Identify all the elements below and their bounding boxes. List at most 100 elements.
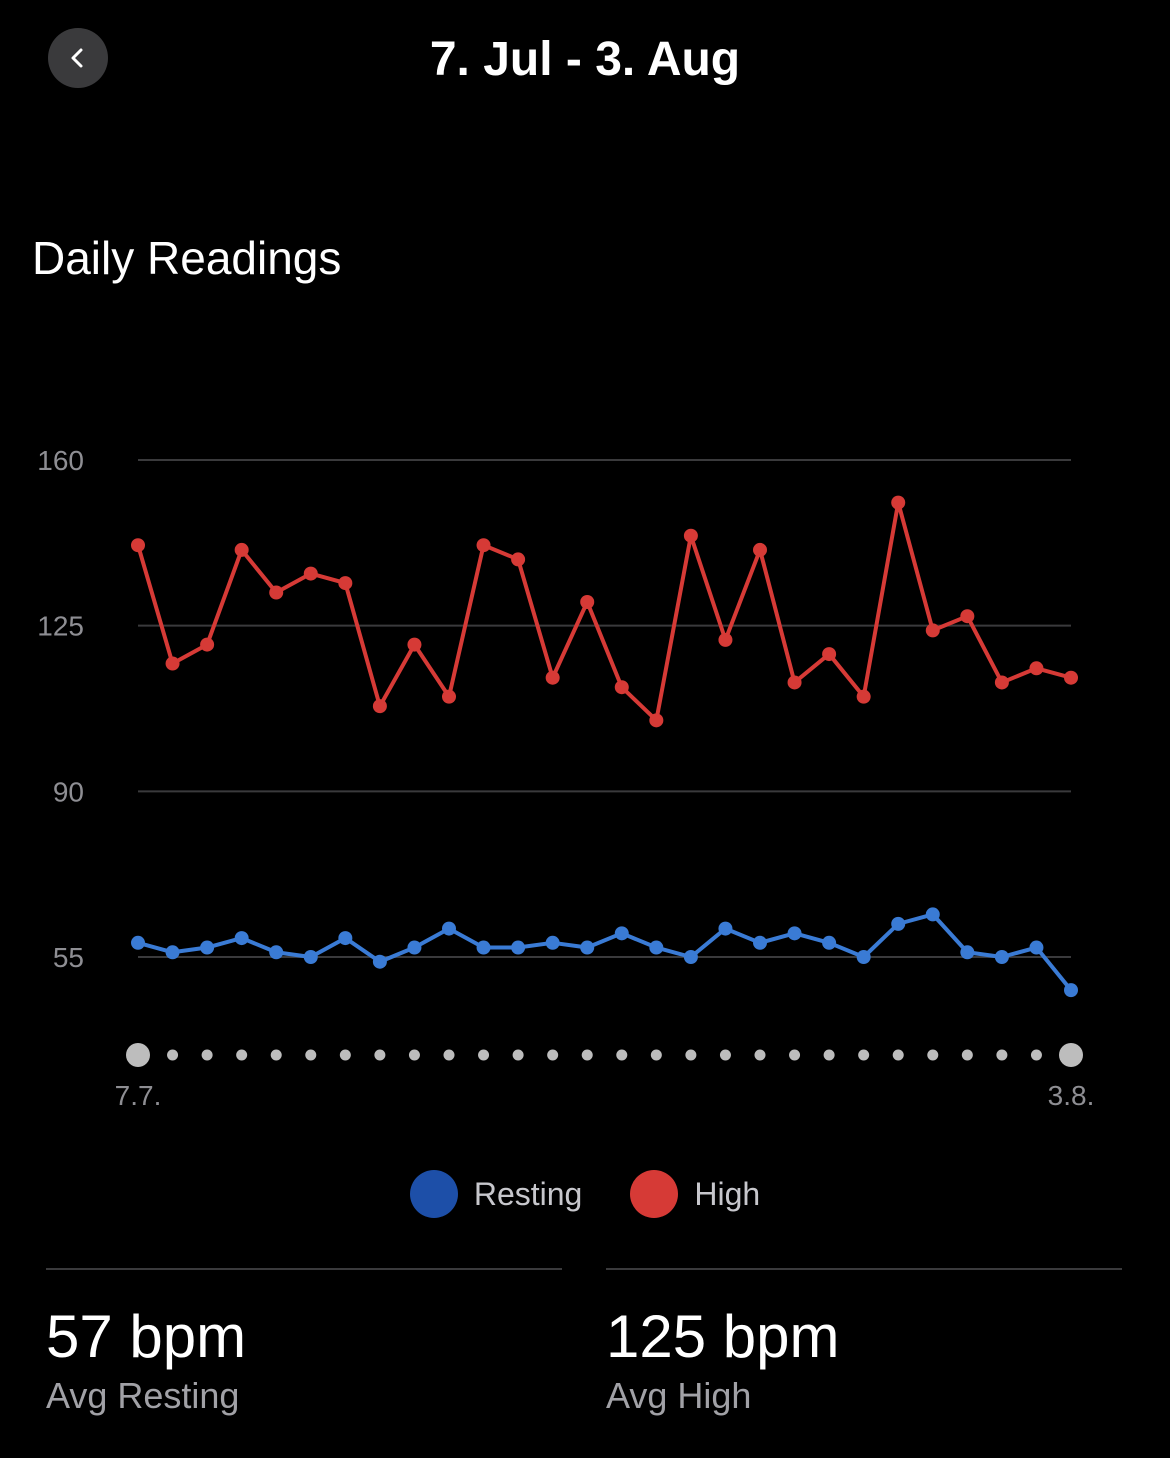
data-point-resting bbox=[131, 935, 145, 950]
data-point-high bbox=[545, 670, 560, 685]
data-point-resting bbox=[649, 940, 664, 955]
day-marker bbox=[408, 1049, 420, 1061]
day-marker bbox=[1030, 1049, 1042, 1061]
data-point-resting bbox=[1029, 940, 1044, 955]
data-point-high bbox=[338, 576, 353, 591]
data-point-high bbox=[925, 623, 940, 638]
data-point-high bbox=[234, 542, 249, 557]
back-button[interactable] bbox=[48, 28, 108, 88]
data-point-resting bbox=[200, 940, 215, 955]
data-point-resting bbox=[787, 926, 802, 941]
data-point-high bbox=[511, 552, 526, 567]
day-marker bbox=[996, 1049, 1008, 1061]
day-marker bbox=[547, 1049, 559, 1061]
chart-legend: Resting High bbox=[0, 1170, 1170, 1218]
day-marker bbox=[512, 1049, 524, 1061]
data-point-high bbox=[200, 637, 215, 652]
day-marker bbox=[892, 1049, 904, 1061]
stat-label: Avg Resting bbox=[46, 1375, 240, 1416]
data-point-high bbox=[165, 656, 180, 671]
x-tick-label-start: 7.7. bbox=[115, 1080, 162, 1111]
day-marker bbox=[167, 1049, 179, 1061]
stat-value: 125 bpm bbox=[606, 1303, 840, 1370]
data-point-resting bbox=[372, 954, 387, 969]
day-marker bbox=[616, 1049, 628, 1061]
data-point-resting bbox=[269, 945, 284, 960]
day-marker bbox=[443, 1049, 455, 1061]
day-marker bbox=[927, 1049, 939, 1061]
y-tick-label: 90 bbox=[53, 776, 84, 807]
day-marker bbox=[719, 1049, 731, 1061]
data-point-high bbox=[718, 632, 733, 647]
data-point-high bbox=[856, 689, 871, 704]
day-marker bbox=[236, 1049, 248, 1061]
day-marker bbox=[754, 1049, 766, 1061]
day-marker bbox=[961, 1049, 973, 1061]
data-point-resting bbox=[545, 935, 560, 950]
chevron-left-icon bbox=[71, 48, 83, 68]
data-point-high bbox=[683, 528, 698, 543]
day-marker bbox=[1059, 1043, 1083, 1067]
x-tick-label-end: 3.8. bbox=[1048, 1080, 1095, 1111]
data-point-high bbox=[372, 699, 387, 714]
series-line-resting bbox=[136, 912, 1073, 993]
data-point-high bbox=[960, 609, 975, 624]
data-point-resting bbox=[338, 931, 353, 946]
data-point-high bbox=[1029, 661, 1044, 676]
data-point-resting bbox=[165, 945, 180, 960]
data-point-resting bbox=[753, 935, 767, 950]
day-marker bbox=[270, 1049, 282, 1061]
day-marker bbox=[789, 1049, 801, 1061]
y-tick-label: 160 bbox=[37, 445, 84, 476]
data-point-high bbox=[303, 566, 318, 581]
data-point-high bbox=[407, 637, 422, 652]
stat-avg-resting: 57 bpm Avg Resting bbox=[46, 1268, 562, 1418]
heart-rate-chart: 160 125 90 55 7.7. 3.8. bbox=[37, 445, 1095, 1111]
data-point-high bbox=[649, 713, 664, 728]
data-point-resting bbox=[442, 921, 456, 936]
section-title: Daily Readings bbox=[32, 232, 342, 284]
data-point-resting bbox=[856, 950, 871, 964]
day-marker bbox=[305, 1049, 317, 1061]
data-point-resting bbox=[407, 940, 422, 955]
data-point-high bbox=[580, 595, 595, 609]
data-point-high bbox=[269, 585, 284, 600]
day-marker bbox=[581, 1049, 593, 1061]
data-point-high bbox=[822, 647, 837, 662]
data-point-resting bbox=[822, 935, 837, 950]
data-point-resting bbox=[614, 926, 629, 941]
data-point-resting bbox=[1064, 983, 1078, 998]
data-point-high bbox=[131, 538, 145, 553]
data-point-resting bbox=[303, 950, 318, 964]
day-marker bbox=[650, 1049, 662, 1061]
data-point-resting bbox=[960, 945, 975, 960]
data-point-high bbox=[442, 689, 456, 704]
day-marker bbox=[339, 1049, 351, 1061]
day-marker bbox=[201, 1049, 213, 1061]
legend-high[interactable]: High bbox=[630, 1170, 760, 1218]
data-point-high bbox=[1064, 670, 1078, 685]
data-point-resting bbox=[476, 940, 491, 955]
data-point-resting bbox=[580, 940, 595, 955]
resting-color-dot bbox=[409, 1170, 458, 1218]
data-point-high bbox=[614, 680, 629, 695]
data-point-high bbox=[787, 675, 802, 690]
data-point-resting bbox=[718, 921, 733, 936]
data-point-resting bbox=[234, 931, 249, 946]
legend-high-label: High bbox=[694, 1175, 761, 1212]
data-point-resting bbox=[511, 940, 526, 955]
day-marker bbox=[823, 1049, 835, 1061]
day-marker bbox=[478, 1049, 490, 1061]
day-marker bbox=[126, 1043, 150, 1067]
data-point-resting bbox=[994, 950, 1009, 964]
stat-avg-high: 125 bpm Avg High bbox=[606, 1268, 1122, 1418]
data-point-high bbox=[476, 538, 491, 553]
stat-label: Avg High bbox=[606, 1375, 752, 1416]
day-marker bbox=[858, 1049, 870, 1061]
series-line-high bbox=[136, 500, 1073, 723]
legend-resting[interactable]: Resting bbox=[409, 1170, 583, 1218]
data-point-high bbox=[891, 495, 906, 510]
page-title: 7. Jul - 3. Aug bbox=[429, 33, 741, 86]
day-marker bbox=[374, 1049, 386, 1061]
legend-resting-label: Resting bbox=[473, 1175, 583, 1212]
